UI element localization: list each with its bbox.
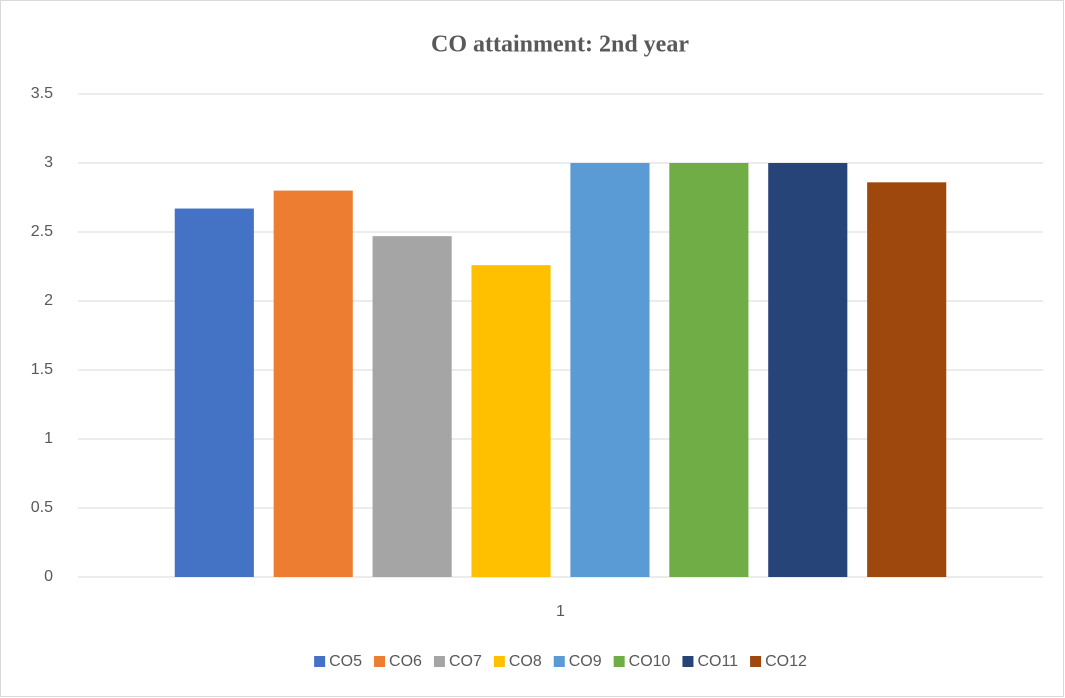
bar [273, 190, 353, 577]
legend-swatch [374, 656, 386, 667]
legend-swatch [613, 656, 625, 667]
bar [570, 163, 650, 577]
bar [669, 163, 749, 577]
legend-swatch [433, 656, 445, 667]
bar [174, 208, 254, 578]
legend-swatch [750, 656, 762, 667]
legend-label: CO9 [569, 653, 602, 670]
legend-swatch [553, 656, 565, 667]
y-tick-label: 1.5 [31, 361, 53, 378]
y-tick-label: 0.5 [31, 499, 53, 516]
y-tick-label: 0 [44, 568, 53, 585]
x-tick-label: 1 [556, 603, 565, 620]
legend-label: CO12 [765, 653, 807, 670]
legend-label: CO6 [389, 653, 422, 670]
legend-label: CO10 [629, 653, 671, 670]
legend-label: CO5 [329, 653, 362, 670]
bar [867, 182, 947, 577]
legend-swatch [493, 656, 505, 667]
bar [471, 265, 551, 577]
y-tick-label: 3.5 [31, 85, 53, 102]
y-tick-label: 3 [44, 154, 53, 171]
legend-swatch [682, 656, 694, 667]
legend-label: CO11 [697, 653, 738, 670]
bar [768, 163, 848, 577]
chart-title: CO attainment: 2nd year [431, 32, 689, 58]
bar [372, 236, 452, 577]
y-tick-label: 1 [44, 430, 53, 447]
y-tick-label: 2.5 [31, 223, 53, 240]
legend-swatch [314, 656, 326, 667]
legend-label: CO7 [449, 653, 482, 670]
legend-label: CO8 [509, 653, 542, 670]
y-tick-label: 2 [44, 292, 53, 309]
